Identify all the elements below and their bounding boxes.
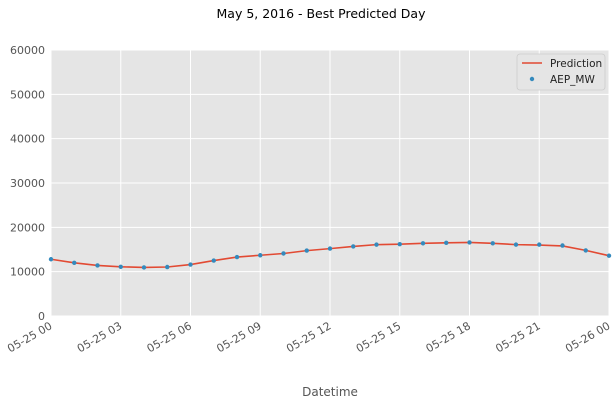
y-tick-label: 50000 bbox=[10, 88, 45, 101]
x-tick-label: 05-25 09 bbox=[214, 319, 263, 355]
x-tick-label: 05-25 06 bbox=[145, 319, 194, 355]
data-point-aep-mw bbox=[258, 253, 263, 258]
data-point-aep-mw bbox=[420, 241, 426, 246]
y-tick-label: 0 bbox=[38, 310, 45, 323]
x-tick-label: 05-25 12 bbox=[284, 319, 333, 355]
x-tick-label: 05-25 18 bbox=[424, 319, 473, 355]
data-point-aep-mw bbox=[327, 246, 333, 251]
data-point-aep-mw bbox=[513, 242, 519, 247]
y-tick-label: 20000 bbox=[10, 221, 45, 234]
x-tick-label: 05-25 03 bbox=[75, 319, 124, 355]
y-tick-label: 10000 bbox=[10, 266, 45, 279]
grid-lines bbox=[50, 49, 610, 317]
x-axis: 05-25 00 05-25 03 05-25 06 05-25 09 05-25 12… bbox=[5, 319, 612, 355]
y-axis: 0 10000 20000 30000 40000 50000 60000 bbox=[10, 44, 45, 323]
x-tick-label: 05-25 21 bbox=[493, 319, 542, 355]
data-point-aep-mw bbox=[165, 264, 170, 270]
data-point-aep-mw bbox=[211, 258, 216, 263]
x-tick-label: 05-26 00 bbox=[563, 319, 612, 355]
x-tick-label: 05-25 00 bbox=[5, 319, 54, 355]
x-axis-title: Datetime bbox=[302, 385, 358, 399]
legend-aep-label: AEP_MW bbox=[550, 74, 595, 86]
chart-title: May 5, 2016 - Best Predicted Day bbox=[217, 6, 427, 21]
data-point-aep-mw bbox=[397, 241, 402, 247]
legend-prediction-label: Prediction bbox=[550, 58, 602, 70]
data-point-aep-mw bbox=[490, 241, 495, 246]
data-point-aep-mw bbox=[467, 240, 472, 245]
data-point-aep-mw bbox=[118, 264, 123, 269]
data-point-aep-mw bbox=[560, 243, 565, 248]
y-tick-label: 40000 bbox=[10, 133, 45, 146]
data-point-aep-mw bbox=[351, 244, 356, 249]
legend: Prediction AEP_MW bbox=[516, 53, 606, 91]
series-layer bbox=[48, 240, 612, 270]
data-point-aep-mw bbox=[95, 263, 100, 268]
data-point-aep-mw bbox=[583, 248, 588, 253]
data-point-aep-mw bbox=[72, 260, 77, 265]
legend-aep-swatch bbox=[529, 76, 535, 82]
data-point-aep-mw bbox=[444, 240, 449, 246]
data-point-aep-mw bbox=[281, 251, 286, 256]
data-point-aep-mw bbox=[304, 248, 309, 253]
data-point-aep-mw bbox=[48, 257, 54, 262]
x-tick-label: 05-25 15 bbox=[354, 319, 403, 355]
y-tick-label: 30000 bbox=[10, 177, 45, 190]
data-point-aep-mw bbox=[188, 262, 193, 267]
data-point-aep-mw bbox=[537, 242, 542, 247]
y-tick-label: 60000 bbox=[10, 44, 45, 57]
data-point-aep-mw bbox=[606, 253, 612, 258]
data-point-aep-mw bbox=[234, 254, 240, 260]
data-point-aep-mw bbox=[374, 242, 379, 247]
data-point-aep-mw bbox=[141, 265, 147, 270]
